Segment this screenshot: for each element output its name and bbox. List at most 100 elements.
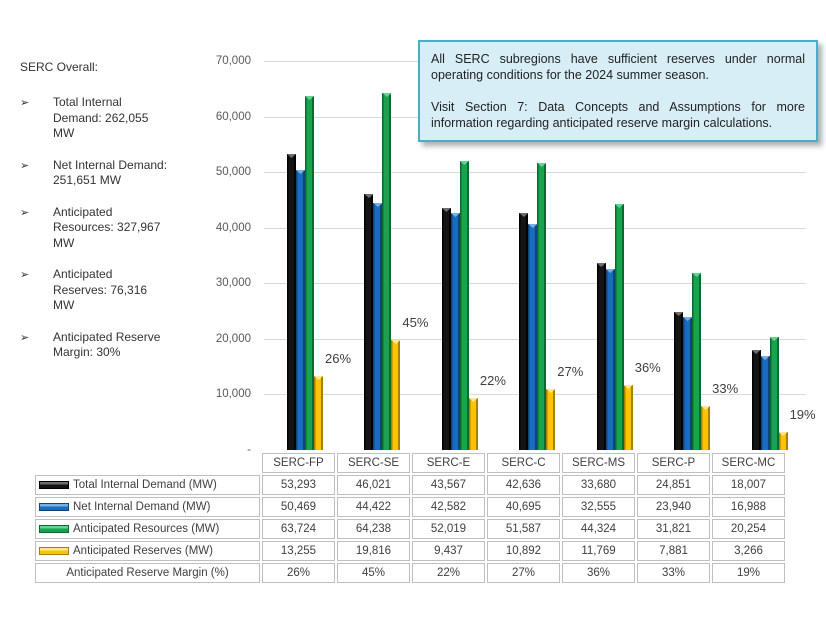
reserve-margin-label-SERC-MC: 19% — [789, 407, 816, 422]
arrow-bullet-icon: ➢ — [20, 205, 30, 219]
table-value-cell: 44,324 — [562, 519, 635, 539]
legend-label: Anticipated Reserves (MW) — [73, 545, 213, 557]
arrow-bullet-icon: ➢ — [20, 96, 30, 109]
bar-top-bevel — [296, 170, 305, 174]
bullet-item-net-internal-demand: ➢ Net Internal Demand: 251,651 MW — [20, 158, 175, 189]
bar-SERC-MC-net-internal-demand — [760, 356, 770, 450]
reserve-margin-label-SERC-FP: 26% — [325, 351, 352, 366]
table-value-cell: 27% — [487, 563, 560, 583]
y-axis-tick-label: 60,000 — [215, 110, 251, 123]
table-header-cell-serc-ms: SERC-MS — [562, 453, 635, 473]
legend-label: Anticipated Resources (MW) — [73, 523, 220, 535]
bar-SERC-E-anticipated-reserves — [468, 398, 478, 450]
bullet-item-anticipated-resources: ➢ Anticipated Resources: 327,967 MW — [20, 205, 175, 252]
table-header-cell-serc-mc: SERC-MC — [712, 453, 785, 473]
bar-top-bevel — [674, 312, 684, 316]
bar-top-bevel — [287, 154, 296, 158]
bar-SERC-FP-total-internal-demand — [287, 154, 296, 450]
bar-top-bevel — [305, 96, 314, 100]
y-axis-tick-label: - — [247, 444, 251, 456]
arrow-bullet-icon: ➢ — [20, 268, 30, 281]
bar-SERC-FP-anticipated-resources — [305, 96, 314, 450]
legend-swatch-icon — [39, 481, 69, 489]
bar-top-bevel — [692, 273, 702, 277]
bar-top-bevel — [778, 432, 788, 436]
bar-SERC-E-anticipated-resources — [459, 161, 469, 450]
table-value-cell: 26% — [262, 563, 335, 583]
y-axis-tick-label: 10,000 — [215, 388, 251, 401]
callout-paragraph-1: All SERC subregions have sufficient rese… — [431, 52, 805, 82]
table-value-cell: 20,254 — [712, 519, 785, 539]
bar-top-bevel — [701, 406, 711, 410]
legend-label: Total Internal Demand (MW) — [73, 479, 217, 491]
legend-label: Net Internal Demand (MW) — [73, 501, 211, 513]
table-value-cell: 3,266 — [712, 541, 785, 561]
bullet-item-total-internal-demand: ➢ Total Internal Demand: 262,055 MW — [20, 95, 175, 142]
bullet-item-text: Anticipated Reserve Margin: 30% — [53, 329, 161, 360]
table-row-anticipated-resources: Anticipated Resources (MW) 63,724 64,238 52… — [35, 519, 785, 539]
table-value-cell: 19,816 — [337, 541, 410, 561]
bar-top-bevel — [528, 224, 538, 228]
bar-top-bevel — [760, 356, 770, 360]
bar-SERC-P-total-internal-demand — [674, 312, 684, 450]
bar-top-bevel — [519, 213, 529, 217]
bar-SERC-MC-anticipated-resources — [769, 337, 779, 450]
bar-SERC-MC-anticipated-reserves — [778, 432, 788, 450]
table-value-cell: 42,582 — [412, 497, 485, 517]
table-value-cell: 43,567 — [412, 475, 485, 495]
arrow-bullet-icon: ➢ — [20, 330, 30, 344]
sidebar-title: SERC Overall: — [20, 60, 99, 74]
table-value-cell: 40,695 — [487, 497, 560, 517]
table-blank-corner — [35, 453, 260, 473]
table-row-anticipated-reserves: Anticipated Reserves (MW) 13,255 19,816 9,4… — [35, 541, 785, 561]
table-value-cell: 64,238 — [337, 519, 410, 539]
table-value-cell: 42,636 — [487, 475, 560, 495]
legend-label-cell: Net Internal Demand (MW) — [35, 497, 260, 517]
table-value-cell: 7,881 — [637, 541, 710, 561]
table-row-total-internal-demand: Total Internal Demand (MW) 53,293 46,021 43… — [35, 475, 785, 495]
table-value-cell: 63,724 — [262, 519, 335, 539]
table-row-net-internal-demand: Net Internal Demand (MW) 50,469 44,422 42,5… — [35, 497, 785, 517]
bar-top-bevel — [450, 213, 460, 217]
y-axis-tick-label: 70,000 — [215, 55, 251, 67]
bar-top-bevel — [468, 398, 478, 402]
reserve-margin-label-SERC-SE: 45% — [402, 315, 429, 330]
bar-SERC-E-net-internal-demand — [450, 213, 460, 450]
bar-top-bevel — [537, 163, 547, 167]
bullet-item-anticipated-reserve-margin: ➢ Anticipated Reserve Margin: 30% — [20, 330, 175, 361]
callout-paragraph-2: Visit Section 7: Data Concepts and Assum… — [431, 100, 805, 130]
bar-top-bevel — [769, 337, 779, 341]
table-value-cell: 11,769 — [562, 541, 635, 561]
legend-label-cell: Anticipated Reserves (MW) — [35, 541, 260, 561]
table-value-cell: 33,680 — [562, 475, 635, 495]
table-row-anticipated-reserve-margin: Anticipated Reserve Margin (%) 26% 45% 22% 2… — [35, 563, 785, 583]
bar-SERC-C-net-internal-demand — [528, 224, 538, 450]
bar-SERC-SE-total-internal-demand — [364, 194, 374, 450]
table-value-cell: 9,437 — [412, 541, 485, 561]
y-axis-tick-label: 20,000 — [215, 332, 251, 345]
table-value-cell: 23,940 — [637, 497, 710, 517]
bullet-item-text: Anticipated Reserves: 76,316 MW — [53, 267, 148, 312]
reserve-margin-label-SERC-P: 33% — [712, 381, 739, 396]
bar-SERC-P-anticipated-resources — [692, 273, 702, 450]
table-header-cell-serc-c: SERC-C — [487, 453, 560, 473]
bar-SERC-P-anticipated-reserves — [701, 406, 711, 450]
bar-SERC-P-net-internal-demand — [683, 317, 693, 450]
bar-SERC-C-anticipated-reserves — [546, 389, 556, 450]
bar-SERC-MS-net-internal-demand — [605, 269, 615, 450]
bar-SERC-MS-total-internal-demand — [596, 263, 606, 450]
bullet-item-text: Total Internal Demand: 262,055 MW — [53, 95, 149, 140]
bar-top-bevel — [614, 204, 624, 208]
reserve-margin-label-SERC-C: 27% — [557, 364, 584, 379]
bar-SERC-E-total-internal-demand — [441, 208, 451, 450]
bullet-item-text: Anticipated Resources: 327,967 MW — [53, 204, 161, 250]
bar-SERC-FP-net-internal-demand — [296, 170, 305, 450]
bullet-item-text: Net Internal Demand: 251,651 MW — [53, 157, 168, 188]
legend-label-cell: Total Internal Demand (MW) — [35, 475, 260, 495]
table-value-cell: 22% — [412, 563, 485, 583]
bar-SERC-SE-anticipated-reserves — [391, 340, 401, 450]
table-value-cell: 13,255 — [262, 541, 335, 561]
legend-swatch-icon — [39, 525, 69, 533]
